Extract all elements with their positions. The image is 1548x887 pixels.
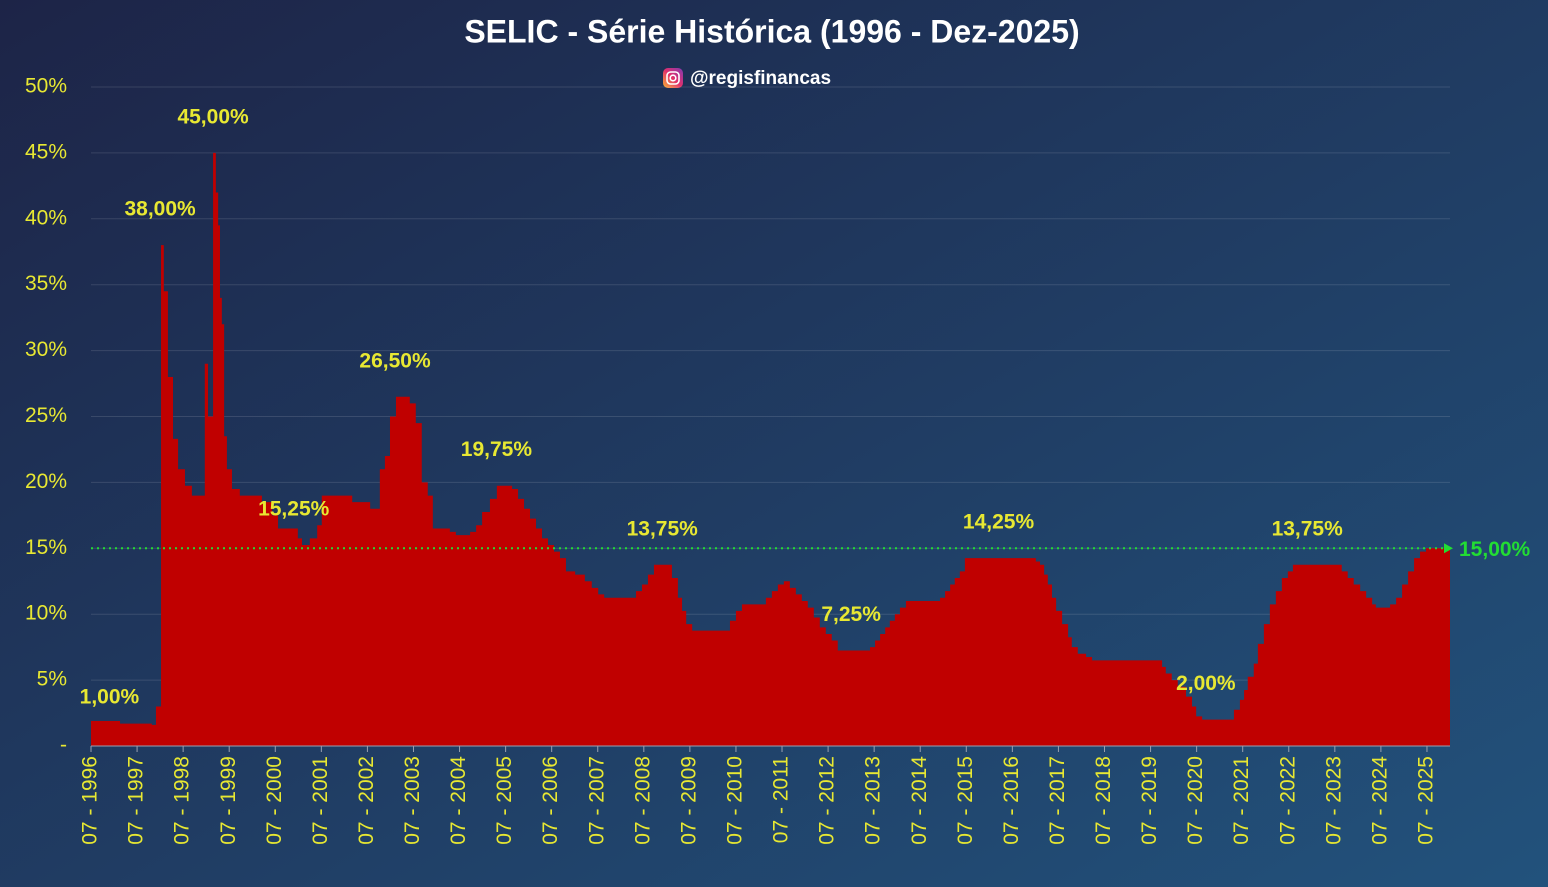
x-tick-label: 07 - 2002 xyxy=(355,756,378,845)
x-tick-label: 07 - 2014 xyxy=(908,756,931,845)
y-tick-label: 10% xyxy=(25,602,67,625)
annotation: 2,00% xyxy=(1176,672,1236,695)
x-tick-label: 07 - 2015 xyxy=(954,756,977,845)
x-tick-label: 07 - 2016 xyxy=(1000,756,1023,845)
y-tick-label: 50% xyxy=(25,75,67,98)
x-tick-label: 07 - 2024 xyxy=(1368,756,1391,845)
x-tick-label: 07 - 2011 xyxy=(770,756,793,843)
annotation: 15,25% xyxy=(258,498,330,521)
annotation: 26,50% xyxy=(359,349,431,372)
x-tick-label: 07 - 1996 xyxy=(79,756,102,845)
y-tick-label: 40% xyxy=(25,206,67,229)
chart-title: SELIC - Série Histórica (1996 - Dez-2025… xyxy=(464,13,1079,49)
x-tick-label: 07 - 2022 xyxy=(1276,756,1299,845)
reference-label: 15,00% xyxy=(1459,538,1531,561)
instagram-icon xyxy=(663,68,683,88)
chart-subtitle: @regisfinancas xyxy=(690,68,831,89)
x-tick-label: 07 - 2021 xyxy=(1230,756,1253,845)
x-tick-label: 07 - 2001 xyxy=(309,756,332,845)
x-tick-label: 07 - 2004 xyxy=(447,756,470,845)
y-tick-label: 35% xyxy=(25,272,67,295)
annotation: 7,25% xyxy=(821,603,881,626)
x-tick-label: 07 - 1998 xyxy=(171,756,194,845)
x-tick-label: 07 - 1999 xyxy=(217,756,240,845)
annotation: 45,00% xyxy=(177,105,249,128)
y-tick-label: 15% xyxy=(25,536,67,559)
x-tick-label: 07 - 2020 xyxy=(1184,756,1207,845)
x-tick-label: 07 - 2007 xyxy=(585,756,608,845)
annotation: 13,75% xyxy=(1272,517,1344,540)
y-tick-label: - xyxy=(60,734,67,757)
x-tick-label: 07 - 2025 xyxy=(1415,756,1438,845)
reference-arrow xyxy=(1444,543,1453,554)
annotation: 1,00% xyxy=(80,685,140,708)
x-tick-label: 07 - 2000 xyxy=(263,756,286,845)
annotation: 14,25% xyxy=(963,511,1035,534)
x-tick-label: 07 - 2005 xyxy=(493,756,516,845)
x-tick-label: 07 - 2006 xyxy=(539,756,562,845)
y-tick-label: 5% xyxy=(37,668,67,691)
y-tick-label: 45% xyxy=(25,140,67,163)
x-tick-label: 07 - 2010 xyxy=(723,756,746,845)
x-tick-label: 07 - 2019 xyxy=(1138,756,1161,845)
annotation: 19,75% xyxy=(461,438,533,461)
y-tick-label: 30% xyxy=(25,338,67,361)
y-tick-label: 25% xyxy=(25,404,67,427)
x-tick-label: 07 - 2023 xyxy=(1322,756,1345,845)
x-tick-label: 07 - 2017 xyxy=(1046,756,1069,845)
y-tick-label: 20% xyxy=(25,470,67,493)
x-tick-label: 07 - 2003 xyxy=(401,756,424,845)
x-tick-label: 07 - 1997 xyxy=(125,756,148,845)
x-tick-label: 07 - 2012 xyxy=(816,756,839,845)
x-tick-label: 07 - 2009 xyxy=(677,756,700,845)
x-tick-label: 07 - 2013 xyxy=(862,756,885,845)
x-tick-label: 07 - 2008 xyxy=(631,756,654,845)
annotation: 13,75% xyxy=(627,517,699,540)
annotation: 38,00% xyxy=(124,198,196,221)
area xyxy=(91,152,1450,746)
x-tick-label: 07 - 2018 xyxy=(1092,756,1115,845)
